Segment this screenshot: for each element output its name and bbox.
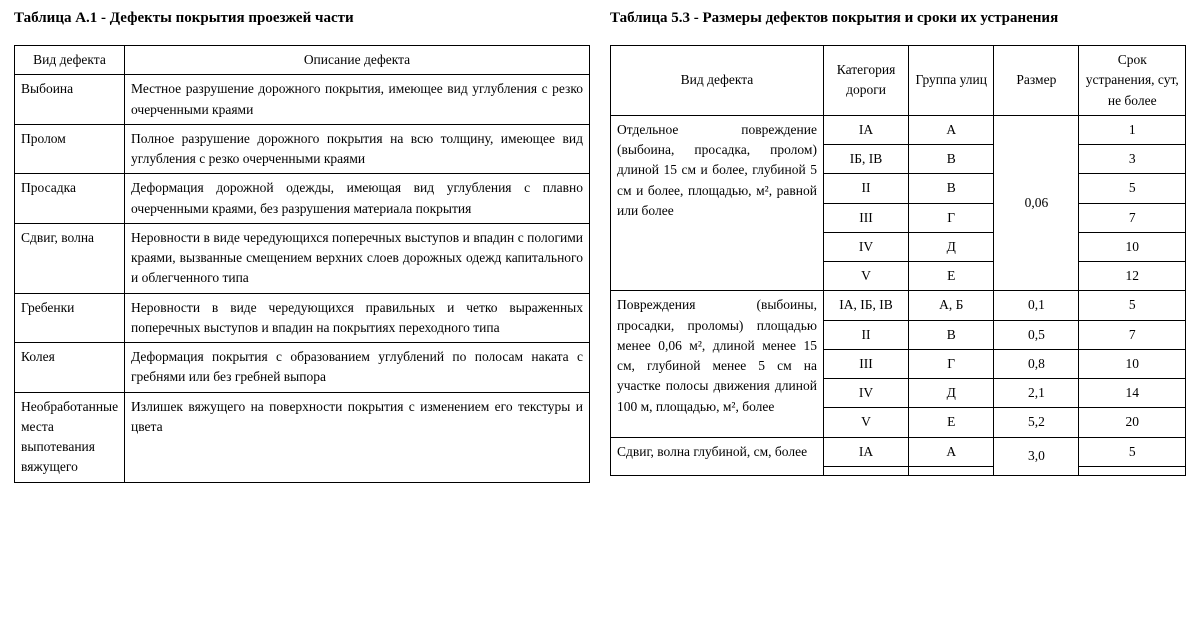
defect-desc: Деформация дорожной одежды, имеющая вид … [125,174,590,224]
street-group: Г [909,203,994,232]
road-category: IV [823,379,908,408]
col-header-defect-type: Вид дефекта [15,46,125,75]
deadline: 12 [1079,262,1186,291]
size-value: 0,8 [994,349,1079,378]
col-header-defect-desc: Описание дефекта [125,46,590,75]
right-table-title: Таблица 5.3 - Размеры дефектов покрытия … [610,10,1186,27]
deadline: 1 [1079,115,1186,144]
size-value: 3,0 [994,437,1079,475]
road-category: IА [823,115,908,144]
street-group: В [909,174,994,203]
street-group: А, Б [909,291,994,320]
street-group: Г [909,349,994,378]
size-value: 0,1 [994,291,1079,320]
defect-desc: Местное разрушение дорожного покрытия, и… [125,75,590,125]
table-row: Сдвиг, волна Неровности в виде чередующи… [15,223,590,293]
defect-desc: Неровности в виде чередующихся поперечны… [125,223,590,293]
road-category: IБ, IВ [823,145,908,174]
table-row: Повреждения (выбоины, просадки, проломы)… [611,291,1186,320]
defect-name: Гребенки [15,293,125,343]
table-row: Отдельное повреждение (выбоина, просадка… [611,115,1186,144]
deadline [1079,466,1186,475]
street-group: Е [909,262,994,291]
street-group: А [909,115,994,144]
street-group: Д [909,379,994,408]
street-group [909,466,994,475]
deadline: 5 [1079,174,1186,203]
table-row: Необработанные места выпотевания вяжущег… [15,392,590,482]
table-row: Гребенки Неровности в виде чередующихся … [15,293,590,343]
deadline: 14 [1079,379,1186,408]
defect-desc: Деформация покрытия с образованием углуб… [125,343,590,393]
defect-name: Выбоина [15,75,125,125]
col-header-road-category: Категория дороги [823,46,908,116]
defect-name: Необработанные места выпотевания вяжущег… [15,392,125,482]
deadline: 5 [1079,291,1186,320]
road-category: IV [823,232,908,261]
defect-desc: Сдвиг, волна глубиной, см, более [611,437,824,475]
col-header-street-group: Группа улиц [909,46,994,116]
deadline: 5 [1079,437,1186,466]
table-row: Пролом Полное разрушение дорожного покры… [15,124,590,174]
size-value: 0,5 [994,320,1079,349]
deadline: 10 [1079,349,1186,378]
size-value: 0,06 [994,115,1079,291]
defect-desc: Повреждения (выбоины, просадки, проломы)… [611,291,824,437]
defect-name: Сдвиг, волна [15,223,125,293]
street-group: А [909,437,994,466]
road-category: II [823,174,908,203]
table-header-row: Вид дефекта Описание дефекта [15,46,590,75]
road-category: IА [823,437,908,466]
defect-name: Просадка [15,174,125,224]
deadline: 20 [1079,408,1186,437]
left-column: Таблица А.1 - Дефекты покрытия проезжей … [14,10,590,628]
left-table: Вид дефекта Описание дефекта Выбоина Мес… [14,45,590,483]
col-header-size: Размер [994,46,1079,116]
right-table: Вид дефекта Категория дороги Группа улиц… [610,45,1186,476]
road-category [823,466,908,475]
street-group: В [909,320,994,349]
table-row: Колея Деформация покрытия с образованием… [15,343,590,393]
right-column: Таблица 5.3 - Размеры дефектов покрытия … [610,10,1186,628]
deadline: 3 [1079,145,1186,174]
table-header-row: Вид дефекта Категория дороги Группа улиц… [611,46,1186,116]
deadline: 10 [1079,232,1186,261]
street-group: В [909,145,994,174]
size-value: 5,2 [994,408,1079,437]
col-header-defect-type: Вид дефекта [611,46,824,116]
road-category: V [823,262,908,291]
defect-name: Пролом [15,124,125,174]
street-group: Е [909,408,994,437]
road-category: II [823,320,908,349]
left-table-title: Таблица А.1 - Дефекты покрытия проезжей … [14,10,590,27]
table-row: Просадка Деформация дорожной одежды, име… [15,174,590,224]
defect-name: Колея [15,343,125,393]
street-group: Д [909,232,994,261]
defect-desc: Неровности в виде чередующихся правильны… [125,293,590,343]
deadline: 7 [1079,203,1186,232]
page: Таблица А.1 - Дефекты покрытия проезжей … [0,0,1200,628]
defect-desc: Отдельное повреждение (выбоина, просадка… [611,115,824,291]
col-header-deadline: Срок устранения, сут, не более [1079,46,1186,116]
defect-desc: Излишек вяжущего на поверхности покрытия… [125,392,590,482]
defect-desc: Полное разрушение дорожного покрытия на … [125,124,590,174]
deadline: 7 [1079,320,1186,349]
size-value: 2,1 [994,379,1079,408]
road-category: V [823,408,908,437]
table-row: Выбоина Местное разрушение дорожного пок… [15,75,590,125]
road-category: IА, IБ, IВ [823,291,908,320]
road-category: III [823,349,908,378]
table-row: Сдвиг, волна глубиной, см, более IА А 3,… [611,437,1186,466]
road-category: III [823,203,908,232]
